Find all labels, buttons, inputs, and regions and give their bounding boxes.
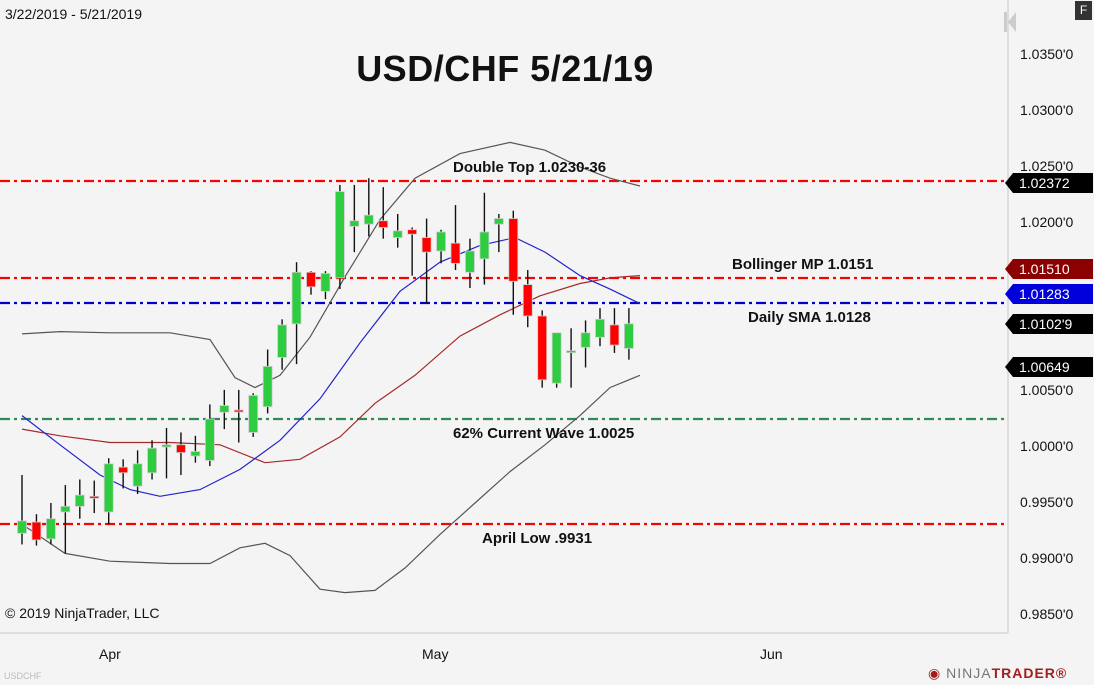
x-tick-label: May [422,646,449,662]
candle [378,187,389,239]
y-tick-label: 1.0300'0 [1020,102,1074,118]
candle [190,435,201,463]
chart-title: USD/CHF 5/21/19 [356,48,654,89]
price-tag: 1.01283 [1005,284,1093,304]
candle [421,218,432,304]
candle [17,475,27,545]
bollinger-upper-line [21,141,641,389]
candle [176,432,186,475]
candle [74,479,85,519]
fib-62-label: 62% Current Wave 1.0025 [453,425,635,442]
y-tick-label: 1.0000'0 [1020,438,1074,454]
x-tick-label: Apr [99,646,121,662]
candle [219,389,230,430]
candle [479,192,490,285]
bollinger-middle-line [21,275,641,464]
candle [262,349,273,414]
candle [363,178,374,237]
price-tag: 1.01510 [1005,259,1093,279]
f-button[interactable]: F [1075,1,1092,20]
candle [89,480,100,514]
x-tick-label: Jun [760,646,783,662]
y-tick-label: 1.0250'0 [1020,158,1074,174]
double-top-label: Double Top 1.0230-36 [453,159,607,176]
candle [118,459,129,489]
candles [17,178,634,554]
candle [334,184,345,290]
daily-sma-line [21,236,641,497]
price-tag: 1.00649 [1005,357,1093,377]
candle [493,214,504,253]
symbol-label: USDCHF [4,671,42,681]
april-low-label: April Low .9931 [482,530,593,547]
candle [147,440,157,480]
candle [609,308,620,353]
candle [551,332,562,388]
horizontal-levels [0,179,1008,526]
candle [31,514,42,546]
y-tick-label: 1.0350'0 [1020,46,1074,62]
brand-ninja: NINJA [946,665,992,681]
candle [407,227,418,276]
candle [306,271,316,295]
candle [537,310,548,388]
candle [508,210,519,315]
y-tick-label: 0.9950'0 [1020,494,1074,510]
candle [103,458,114,525]
candle [580,320,591,368]
candle [291,262,302,365]
candle [465,238,475,288]
copyright: © 2019 NinjaTrader, LLC [5,605,160,621]
y-tick-label: 1.0050'0 [1020,382,1074,398]
candle [161,427,172,479]
candle [320,271,331,300]
y-tick-label: 1.0200'0 [1020,214,1074,230]
candle [566,328,576,388]
price-tag: 1.0102'9 [1005,314,1093,334]
daily-sma-label: Daily SMA 1.0128 [748,309,871,326]
candle [392,214,403,248]
candle [132,450,143,495]
candle [233,389,244,443]
y-tick-label: 0.9850'0 [1020,606,1074,622]
candle [522,270,533,328]
candle [277,319,288,370]
candle [46,503,56,545]
scroll-to-start-icon[interactable] [1004,12,1016,32]
brand-trader: TRADER® [991,665,1068,681]
bollinger-lower-line [21,374,641,594]
candle [595,308,605,347]
candle [624,308,634,360]
candle [436,229,446,264]
candle [204,404,215,467]
ninjatrader-logo-icon: ◉ [928,665,942,681]
candle [450,205,461,271]
candle [248,393,259,437]
candle [60,485,71,554]
ninjatrader-logo: ◉ NINJATRADER® [928,665,1067,682]
bollinger-mp-label: Bollinger MP 1.0151 [732,256,874,273]
price-tag: 1.02372 [1005,173,1093,193]
candle [349,184,360,253]
date-range: 3/22/2019 - 5/21/2019 [5,6,143,22]
indicator-lines [21,141,641,594]
y-tick-label: 0.9900'0 [1020,550,1074,566]
